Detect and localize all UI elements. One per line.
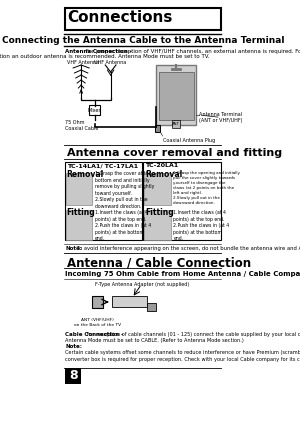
Bar xyxy=(112,296,146,307)
Bar xyxy=(66,210,92,240)
Bar xyxy=(159,72,194,120)
Text: ANT: ANT xyxy=(172,122,179,126)
Text: Antenna Mode must be set to CABLE. (Refer to Antenna Mode section.): Antenna Mode must be set to CABLE. (Refe… xyxy=(65,338,244,343)
Bar xyxy=(155,125,160,132)
Text: 1.Insert the claws (at 4
points) at the top end.
2.Push the claws in (at 4
point: 1.Insert the claws (at 4 points) at the … xyxy=(173,210,230,242)
Text: Antenna cover removal and fitting: Antenna cover removal and fitting xyxy=(67,148,282,158)
Text: F-Type Antenna Adapter (not supplied): F-Type Antenna Adapter (not supplied) xyxy=(94,282,189,287)
Text: Note:: Note: xyxy=(65,246,82,251)
Text: Note:: Note: xyxy=(65,344,82,349)
Text: Connecting the Antenna Cable to the Antenna Terminal: Connecting the Antenna Cable to the Ante… xyxy=(2,36,284,45)
Bar xyxy=(156,65,196,125)
Text: Connections: Connections xyxy=(68,10,173,25)
Bar xyxy=(172,120,180,128)
Bar xyxy=(64,162,142,240)
Bar xyxy=(144,173,171,205)
Bar xyxy=(92,296,103,308)
Text: Coaxial Antenna Plug: Coaxial Antenna Plug xyxy=(163,138,215,143)
Bar xyxy=(64,368,81,384)
Text: Antenna Connection -: Antenna Connection - xyxy=(65,49,132,54)
Bar xyxy=(143,162,221,240)
Text: To avoid interference appearing on the screen, do not bundle the antenna wire an: To avoid interference appearing on the s… xyxy=(75,246,300,251)
Text: For proper reception of VHF/UHF channels, an external antenna is required. For b: For proper reception of VHF/UHF channels… xyxy=(84,49,300,54)
Text: 1.Grasp the cover at the
bottom end and initially
remove by pulling slightly
tow: 1.Grasp the cover at the bottom end and … xyxy=(94,171,154,209)
Text: TC-20LA1: TC-20LA1 xyxy=(146,163,179,168)
Text: Mixer: Mixer xyxy=(88,108,101,113)
Text: Antenna / Cable Connection: Antenna / Cable Connection xyxy=(67,256,251,269)
Text: TC-14LA1/ TC-17LA1: TC-14LA1/ TC-17LA1 xyxy=(67,163,138,168)
Text: ANT (VHF/UHF)
on the Back of the TV: ANT (VHF/UHF) on the Back of the TV xyxy=(74,318,121,327)
Text: Removal: Removal xyxy=(146,170,183,179)
Text: Certain cable systems offset some channels to reduce interference or have Premiu: Certain cable systems offset some channe… xyxy=(65,350,300,362)
Text: Fitting: Fitting xyxy=(146,208,174,217)
Text: reception an outdoor antenna is recommended. Antenna Mode must be set to TV.: reception an outdoor antenna is recommen… xyxy=(0,54,210,59)
Bar xyxy=(144,210,171,240)
Text: VHF Antenna: VHF Antenna xyxy=(67,60,99,65)
Text: UHF Antenna: UHF Antenna xyxy=(94,60,127,65)
Text: Incoming 75 Ohm Cable from Home Antenna / Cable Company: Incoming 75 Ohm Cable from Home Antenna … xyxy=(65,271,300,277)
Text: 1.Grasp the opening and initially
pull the cover slightly towards
yourself to di: 1.Grasp the opening and initially pull t… xyxy=(173,171,240,205)
Bar xyxy=(146,303,156,311)
Text: 1.Insert the claws (at 4
points) at the top end.
2.Push the claws in (at 4
point: 1.Insert the claws (at 4 points) at the … xyxy=(94,210,151,242)
Bar xyxy=(64,8,221,30)
Bar xyxy=(66,173,92,205)
Text: 75 Ohm
Coaxial Cable: 75 Ohm Coaxial Cable xyxy=(65,120,98,131)
Text: For reception of cable channels (01 - 125) connect the cable supplied by your lo: For reception of cable channels (01 - 12… xyxy=(85,332,300,337)
Text: 8: 8 xyxy=(69,369,77,382)
Text: Removal: Removal xyxy=(67,170,104,179)
Text: Antenna Terminal
(ANT or VHF/UHF): Antenna Terminal (ANT or VHF/UHF) xyxy=(199,112,243,123)
Text: Cable Connection -: Cable Connection - xyxy=(65,332,123,337)
Text: Fitting: Fitting xyxy=(67,208,95,217)
Bar xyxy=(89,105,100,115)
